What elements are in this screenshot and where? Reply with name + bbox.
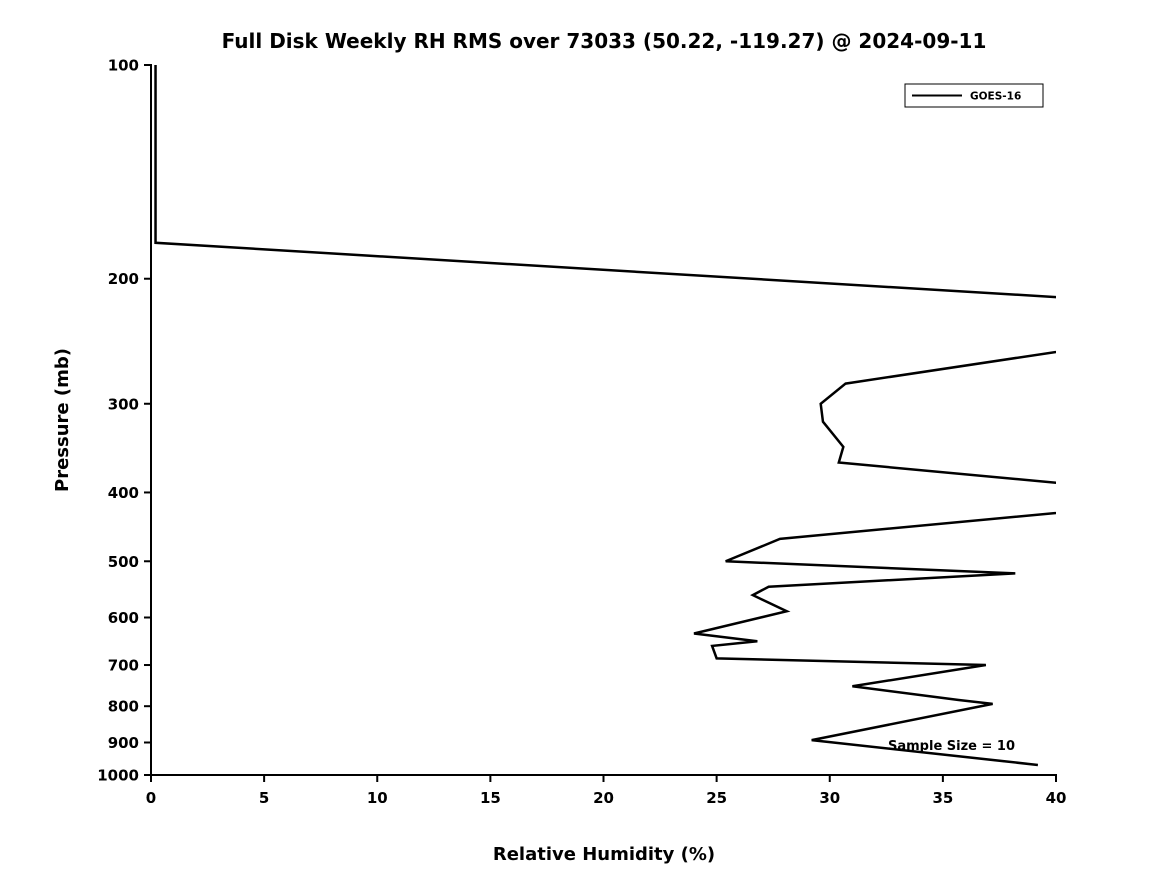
y-tick-label: 900	[108, 734, 139, 752]
y-tick-label: 1000	[97, 767, 139, 785]
x-tick-label: 30	[819, 789, 840, 807]
x-axis-label: Relative Humidity (%)	[493, 844, 715, 865]
x-tick-label: 0	[146, 789, 156, 807]
y-tick-group: 100 200 300 400 500 600 700 800 900 1000	[97, 57, 151, 785]
legend: GOES-16	[904, 83, 1044, 108]
legend-box	[904, 83, 1044, 108]
y-tick-label: 100	[108, 57, 139, 75]
x-tick-label: 35	[932, 789, 953, 807]
plot-area	[154, 65, 1056, 767]
goes16-rh-line	[154, 65, 1056, 767]
sample-size-annotation: Sample Size = 10	[888, 739, 1015, 754]
x-tick-label: 20	[593, 789, 614, 807]
y-tick-label: 700	[108, 657, 139, 675]
y-tick-label: 600	[108, 609, 139, 627]
x-tick-label: 15	[480, 789, 501, 807]
x-tick-label: 5	[259, 789, 269, 807]
x-tick-label: 10	[367, 789, 388, 807]
y-tick-label: 200	[108, 270, 139, 288]
y-axis: 100 200 300 400 500 600 700 800 900 1000 Pressure…	[52, 57, 152, 785]
y-tick-label: 800	[108, 698, 139, 716]
y-tick-label: 400	[108, 484, 139, 502]
legend-entry-goes16: GOES-16	[970, 91, 1021, 103]
x-axis: 0 5 10 15 20 25 30 35 40 Relative Humidity (%)	[146, 774, 1067, 865]
y-tick-label: 300	[108, 395, 139, 413]
x-tick-group: 0 5 10 15 20 25 30 35 40	[146, 775, 1067, 807]
y-axis-label: Pressure (mb)	[52, 348, 73, 492]
y-tick-label: 500	[108, 553, 139, 571]
x-tick-label: 25	[706, 789, 727, 807]
x-tick-label: 40	[1046, 789, 1067, 807]
chart-title: Full Disk Weekly RH RMS over 73033 (50.2…	[222, 29, 987, 53]
